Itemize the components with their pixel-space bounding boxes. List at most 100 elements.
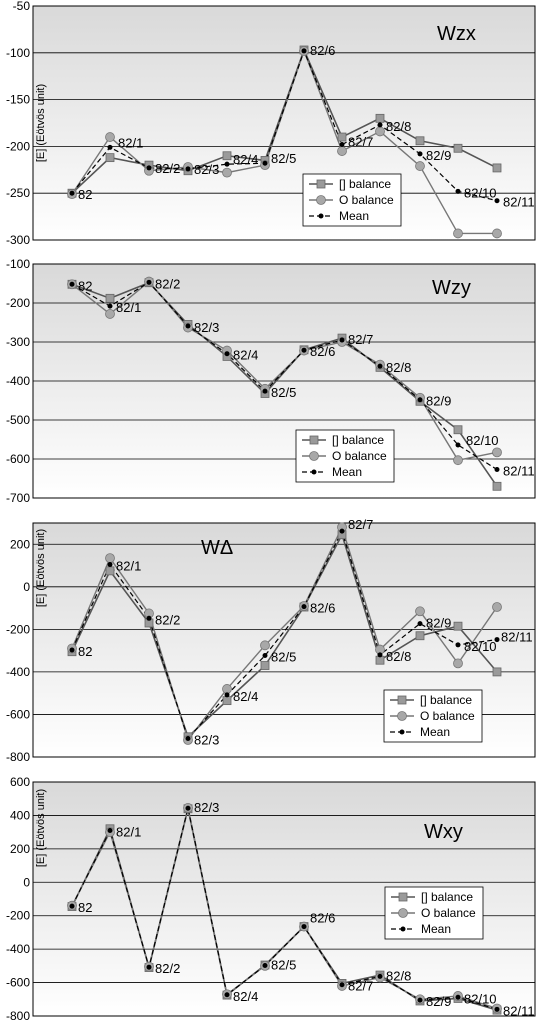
legend-label: O balance [332, 449, 387, 463]
legend-swatch-marker [398, 908, 408, 918]
data-point-mean [455, 188, 461, 194]
plot-frame [32, 5, 536, 241]
point-label: 82/6 [310, 344, 335, 359]
data-point-mean [417, 621, 423, 627]
data-point-mean [107, 561, 113, 567]
point-label: 82/4 [233, 152, 258, 167]
data-point-mean [494, 467, 500, 473]
chart-panel-4: 600 400 200 0 -200 -400 -600 -800 [E] (Eötvös un… [6, 775, 536, 1020]
series-line-2 [71, 525, 498, 742]
data-point-mean [377, 122, 383, 128]
data-point-circle [453, 658, 463, 669]
data-point-mean [301, 347, 307, 353]
point-label: 82/9 [426, 616, 451, 631]
y-tick-label: -600 [6, 707, 30, 721]
y-tick-label: -200 [6, 909, 30, 923]
point-label: 82/6 [310, 601, 335, 616]
legend-label: Mean [339, 209, 369, 223]
data-point-mean [494, 1006, 500, 1012]
series-line-3 [71, 529, 498, 740]
series-line-1 [71, 532, 498, 739]
data-point-mean [494, 198, 500, 204]
data-point-square [453, 621, 463, 631]
point-label: 82/10 [466, 433, 499, 448]
point-label: 82/10 [464, 639, 497, 654]
point-label: 82/4 [233, 989, 258, 1004]
point-label: 82/5 [271, 958, 296, 973]
y-tick-label: -250 [6, 186, 30, 200]
legend-label: [] balance [420, 693, 472, 707]
data-point-mean [262, 963, 268, 969]
point-label: 82/9 [426, 148, 451, 163]
data-point-mean [417, 151, 423, 157]
data-point-circle [222, 684, 232, 694]
data-point-mean [455, 994, 461, 1000]
y-tick-label: 200 [10, 537, 30, 551]
data-point-mean [107, 303, 113, 309]
data-point-square [222, 696, 232, 706]
point-label: 82/5 [271, 385, 296, 400]
data-point-mean [224, 161, 230, 167]
point-label: 82/2 [155, 612, 180, 627]
data-point-mean [262, 388, 268, 394]
legend: [] balance O balance Mean [295, 429, 395, 483]
y-tick-label: -300 [6, 233, 30, 247]
legend-swatch-marker [311, 469, 317, 475]
data-point-mean [69, 281, 75, 287]
series-line-3 [71, 281, 498, 471]
data-point-square [492, 667, 502, 677]
point-label: 82/11 [503, 195, 535, 210]
legend-swatch-marker [309, 435, 319, 445]
legend-swatch-marker [399, 729, 405, 735]
legend-swatch-marker [397, 711, 407, 721]
point-label: 82/11 [501, 630, 533, 645]
data-point-mean [301, 924, 307, 930]
chart-panel-3: 200 0 -200 -400 -600 -800 [E] (Eötvös unit) WΔ 8… [6, 517, 536, 764]
y-tick-label: -300 [6, 335, 30, 349]
point-label: 82/10 [464, 185, 497, 200]
series-line-1 [71, 281, 498, 487]
y-tick-label: -500 [6, 413, 30, 427]
legend-label: O balance [420, 709, 475, 723]
y-axis-label: [E] (Eötvös unit) [35, 789, 47, 867]
data-point-mean [69, 647, 75, 653]
legend-label: O balance [421, 906, 476, 920]
data-point-square [222, 151, 232, 161]
chart-title: Wxy [424, 821, 463, 843]
data-point-circle [415, 161, 425, 171]
data-point-square [492, 163, 502, 173]
point-label: 82/2 [155, 161, 180, 176]
point-label: 82 [78, 900, 92, 915]
data-point-mean [494, 637, 500, 643]
legend-label: [] balance [421, 890, 473, 904]
point-label: 82/2 [155, 961, 180, 976]
data-point-mean [224, 692, 230, 698]
y-tick-label: 200 [10, 842, 30, 856]
data-point-circle [375, 126, 385, 137]
legend-swatch-marker [400, 926, 406, 932]
legend-label: O balance [339, 193, 394, 207]
legend: [] balance O balance Mean [302, 173, 402, 227]
point-label: 82/4 [233, 348, 258, 363]
data-point-mean [339, 337, 345, 343]
data-point-mean [146, 964, 152, 970]
y-tick-label: -400 [6, 942, 30, 956]
legend: [] balance O balance Mean [383, 689, 483, 743]
point-label: 82/9 [426, 394, 451, 409]
point-label: 82/11 [503, 1003, 535, 1018]
data-point-square [415, 631, 425, 641]
data-point-circle [105, 553, 115, 563]
point-label: 82/9 [426, 994, 451, 1009]
legend-swatch-marker [316, 179, 326, 189]
data-point-mean [339, 528, 345, 534]
y-axis-label: [E] (Eötvös unit) [35, 529, 47, 607]
series-line-3 [71, 808, 498, 1010]
data-point-mean [301, 48, 307, 54]
y-axis-label: [E] (Eötvös unit) [35, 84, 47, 162]
data-point-circle [492, 447, 502, 458]
data-point-mean [146, 165, 152, 171]
data-point-mean [377, 973, 383, 979]
point-label: 82/1 [116, 300, 141, 315]
legend-label: Mean [332, 465, 362, 479]
